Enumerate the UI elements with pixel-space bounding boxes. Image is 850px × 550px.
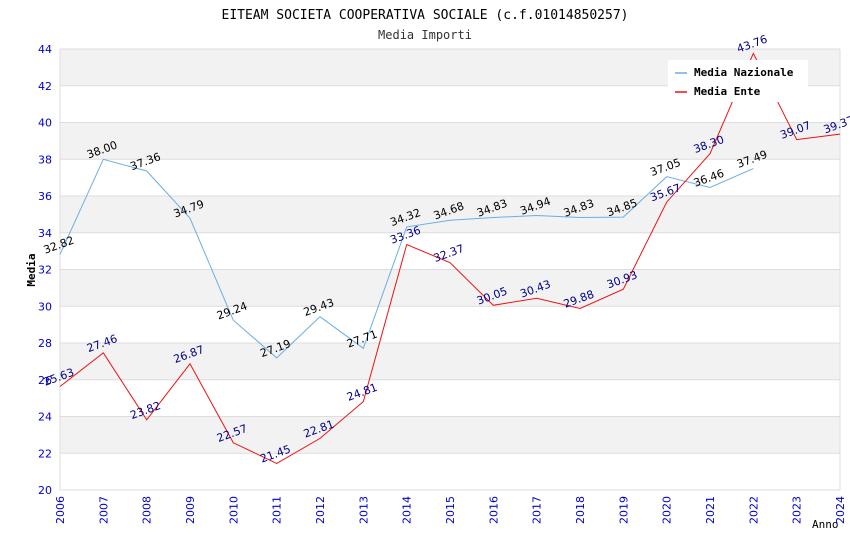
x-axis-label: Anno bbox=[812, 518, 839, 531]
plot-band bbox=[60, 269, 840, 307]
data-label: 24.81 bbox=[345, 381, 379, 404]
y-axis-ticks: 20 22 24 26 28 30 32 34 36 38 40 42 44 bbox=[38, 43, 52, 497]
legend-label-media-nazionale: Media Nazionale bbox=[694, 66, 794, 79]
x-tick-label: 2021 bbox=[704, 496, 717, 524]
x-tick-label: 2024 bbox=[834, 496, 847, 524]
data-label: 32.37 bbox=[432, 242, 466, 265]
y-tick-label: 34 bbox=[38, 227, 52, 240]
x-tick-label: 2014 bbox=[401, 496, 414, 524]
x-tick-label: 2019 bbox=[617, 496, 630, 524]
x-tick-label: 2013 bbox=[357, 496, 370, 524]
chart-title: EITEAM SOCIETA COOPERATIVA SOCIALE (c.f.… bbox=[222, 8, 629, 23]
y-tick-label: 28 bbox=[38, 337, 52, 350]
x-axis-ticks: 2006 2007 2008 2009 2010 2011 2012 2013 2014 2015… bbox=[54, 496, 847, 524]
x-tick-label: 2012 bbox=[314, 496, 327, 524]
x-tick-label: 2018 bbox=[574, 496, 587, 524]
legend-label-media-ente: Media Ente bbox=[694, 85, 761, 98]
x-tick-label: 2007 bbox=[97, 496, 110, 524]
y-axis-label: Media bbox=[25, 253, 38, 286]
x-tick-label: 2010 bbox=[227, 496, 240, 524]
x-tick-label: 2015 bbox=[444, 496, 457, 524]
y-tick-label: 44 bbox=[38, 43, 52, 56]
gridlines bbox=[59, 48, 841, 491]
plot-band bbox=[60, 416, 840, 454]
x-tick-label: 2016 bbox=[487, 496, 500, 524]
legend: Media Nazionale Media Ente bbox=[668, 60, 808, 102]
x-tick-label: 2020 bbox=[661, 496, 674, 524]
x-tick-label: 2023 bbox=[791, 496, 804, 524]
y-tick-label: 24 bbox=[38, 411, 52, 424]
data-label: 25.63 bbox=[42, 366, 76, 389]
chart-subtitle: Media Importi bbox=[378, 28, 472, 42]
y-tick-label: 32 bbox=[38, 264, 52, 277]
y-tick-label: 38 bbox=[38, 153, 52, 166]
y-tick-label: 26 bbox=[38, 374, 52, 387]
y-tick-label: 22 bbox=[38, 447, 52, 460]
x-tick-label: 2006 bbox=[54, 496, 67, 524]
plot-band bbox=[60, 196, 840, 233]
x-tick-label: 2008 bbox=[141, 496, 154, 524]
y-tick-label: 40 bbox=[38, 117, 52, 130]
x-tick-label: 2022 bbox=[747, 496, 760, 524]
legend-box bbox=[668, 60, 808, 102]
y-tick-label: 36 bbox=[38, 190, 52, 203]
y-tick-label: 42 bbox=[38, 80, 52, 93]
x-tick-label: 2011 bbox=[271, 496, 284, 524]
series-lines bbox=[59, 52, 841, 464]
y-tick-label: 30 bbox=[38, 300, 52, 313]
plot-band bbox=[60, 343, 840, 380]
y-tick-label: 20 bbox=[38, 484, 52, 497]
x-tick-label: 2017 bbox=[531, 496, 544, 524]
data-label: 36.46 bbox=[692, 167, 726, 190]
series-line-0 bbox=[59, 158, 754, 359]
x-tick-label: 2009 bbox=[184, 496, 197, 524]
series-line-1 bbox=[59, 52, 841, 464]
